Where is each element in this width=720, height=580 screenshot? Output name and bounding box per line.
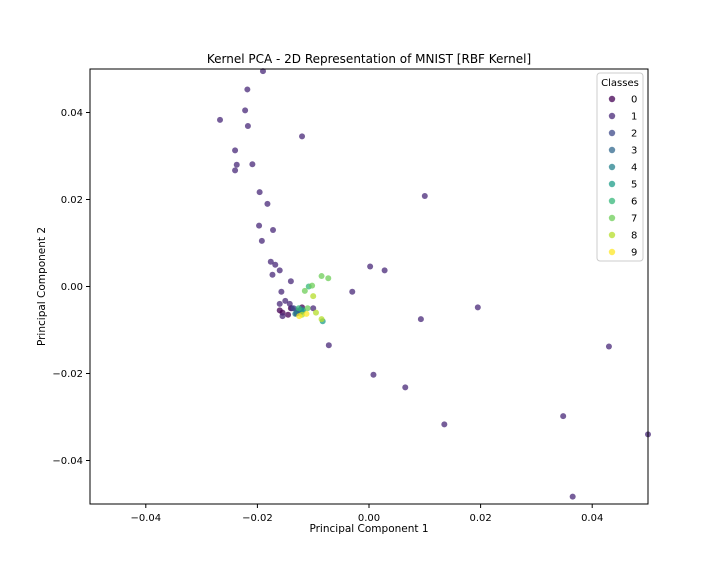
data-point-class-1 [287, 278, 294, 285]
data-point-class-1 [269, 271, 276, 278]
data-point-class-1 [417, 316, 424, 323]
data-point-class-1 [232, 147, 239, 154]
data-point-class-1 [276, 267, 283, 274]
y-axis-ticks: −0.04 −0.02 0.00 0.02 0.04 [52, 108, 90, 467]
legend: Classes 0 1 2 3 4 5 6 7 8 9 [596, 72, 644, 262]
legend-label-class-4: 4 [631, 163, 637, 174]
legend-title: Classes [601, 78, 639, 89]
data-point-class-1 [267, 258, 274, 265]
data-point-class-7 [325, 275, 332, 282]
legend-label-class-9: 9 [631, 248, 637, 259]
x-axis-label: Principal Component 1 [309, 523, 428, 535]
x-axis-ticks: −0.04 −0.02 0.00 0.02 0.04 [130, 504, 603, 524]
data-point-class-0 [285, 311, 292, 318]
y-tick-label: 0.02 [61, 195, 83, 206]
legend-label-class-8: 8 [631, 231, 637, 242]
data-point-class-1 [217, 116, 224, 123]
data-point-class-8 [310, 293, 317, 300]
x-tick-label: 0.00 [358, 513, 380, 524]
data-point-class-1 [381, 267, 388, 274]
data-point-class-1 [232, 167, 239, 174]
legend-marker-class-0 [608, 95, 616, 103]
data-point-class-8 [318, 316, 325, 323]
data-point-class-7 [304, 305, 311, 312]
data-point-class-1 [264, 200, 271, 207]
data-point-class-1 [474, 304, 481, 311]
data-point-class-1 [279, 313, 286, 320]
data-point-class-1 [402, 384, 409, 391]
legend-label-class-7: 7 [631, 214, 637, 225]
y-axis-label: Principal Component 2 [36, 227, 48, 346]
data-point-class-6 [295, 305, 302, 312]
data-point-class-1 [244, 122, 251, 129]
legend-label-class-0: 0 [631, 95, 637, 106]
data-point-class-1 [421, 193, 428, 200]
legend-marker-class-2 [608, 129, 616, 137]
data-point-class-1 [244, 86, 251, 93]
legend-label-class-6: 6 [631, 197, 637, 208]
x-tick-label: −0.04 [130, 513, 161, 524]
data-point-class-1 [258, 237, 265, 244]
data-point-class-9 [296, 313, 303, 320]
y-tick-label: 0.00 [61, 282, 83, 293]
data-point-class-9 [303, 310, 310, 317]
data-point-class-1 [349, 288, 356, 295]
data-point-class-1 [282, 297, 289, 304]
data-point-class-1 [310, 305, 317, 312]
data-point-class-1 [259, 68, 266, 75]
data-point-class-1 [276, 300, 283, 307]
data-point-class-1 [233, 161, 240, 168]
legend-marker-class-4 [608, 163, 616, 171]
legend-marker-class-6 [608, 197, 616, 205]
x-tick-label: −0.02 [242, 513, 273, 524]
data-point-class-1 [270, 226, 277, 233]
data-point-class-1 [278, 288, 285, 295]
data-point-class-7 [318, 273, 325, 280]
points-layer [217, 68, 651, 500]
y-tick-label: −0.04 [52, 456, 83, 467]
data-point-class-1 [605, 343, 612, 350]
data-point-class-8 [312, 309, 319, 316]
data-point-class-0 [276, 307, 283, 314]
data-point-class-1 [299, 133, 306, 140]
chart-title: Kernel PCA - 2D Representation of MNIST … [207, 52, 531, 66]
legend-label-class-3: 3 [631, 146, 637, 157]
data-point-class-7 [301, 287, 308, 294]
x-tick-label: 0.02 [469, 513, 491, 524]
data-point-class-1 [325, 342, 332, 349]
legend-marker-class-1 [608, 112, 616, 120]
legend-marker-class-3 [608, 146, 616, 154]
data-point-class-1 [272, 261, 279, 268]
data-point-class-1 [367, 263, 374, 270]
data-point-class-1 [256, 222, 263, 229]
data-point-class-1 [569, 493, 576, 500]
data-point-class-1 [441, 421, 448, 428]
legend-marker-class-7 [608, 214, 616, 222]
x-tick-label: 0.04 [581, 513, 603, 524]
legend-label-class-1: 1 [631, 112, 637, 123]
data-point-class-2 [290, 305, 297, 312]
y-tick-label: 0.04 [61, 108, 83, 119]
legend-label-class-2: 2 [631, 129, 637, 140]
data-point-class-1 [242, 107, 249, 114]
data-point-class-1 [249, 161, 256, 168]
data-point-class-7 [309, 282, 316, 289]
legend-box [596, 72, 644, 262]
data-point-class-1 [370, 371, 377, 378]
legend-marker-class-8 [608, 231, 616, 239]
legend-marker-class-9 [608, 248, 616, 256]
legend-marker-class-5 [608, 180, 616, 188]
y-tick-label: −0.02 [52, 369, 83, 380]
data-point-class-1 [560, 413, 567, 420]
legend-label-class-5: 5 [631, 180, 637, 191]
data-point-class-1 [256, 189, 263, 196]
